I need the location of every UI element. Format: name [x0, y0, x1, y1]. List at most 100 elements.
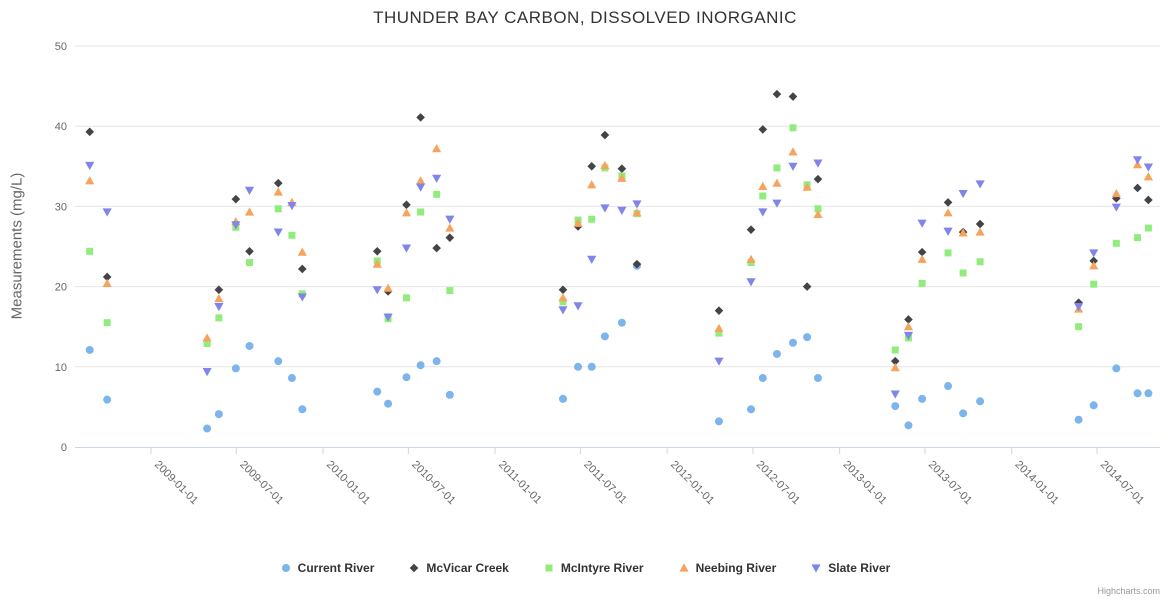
data-point-mcvicar-creek[interactable]: [632, 259, 642, 269]
data-point-mcvicar-creek[interactable]: [746, 225, 756, 234]
data-point-current-river[interactable]: [416, 361, 425, 370]
data-point-mcvicar-creek[interactable]: [402, 200, 411, 210]
data-point-slate-river[interactable]: [573, 302, 583, 311]
data-point-slate-river[interactable]: [587, 255, 597, 264]
data-point-current-river[interactable]: [231, 364, 240, 373]
data-point-mcvicar-creek[interactable]: [85, 127, 95, 137]
data-point-slate-river[interactable]: [758, 208, 768, 217]
data-point-slate-river[interactable]: [903, 331, 914, 341]
data-point-current-river[interactable]: [904, 421, 913, 430]
data-point-mcintyre-river[interactable]: [959, 269, 967, 277]
data-point-slate-river[interactable]: [202, 368, 212, 377]
data-point-slate-river[interactable]: [1089, 249, 1099, 258]
data-point-slate-river[interactable]: [416, 183, 426, 192]
highcharts-credit-link[interactable]: Highcharts.com: [1097, 586, 1160, 596]
data-point-current-river[interactable]: [203, 424, 212, 433]
data-point-neebing-river[interactable]: [788, 147, 798, 156]
data-point-mcintyre-river[interactable]: [288, 231, 296, 239]
data-point-neebing-river[interactable]: [943, 208, 953, 217]
legend-item-slate-river[interactable]: Slate River: [810, 561, 890, 575]
data-point-neebing-river[interactable]: [758, 181, 768, 190]
data-point-mcvicar-creek[interactable]: [813, 174, 823, 184]
data-point-mcintyre-river[interactable]: [1112, 239, 1120, 247]
data-point-slate-river[interactable]: [401, 244, 412, 253]
data-point-mcvicar-creek[interactable]: [102, 272, 112, 282]
data-point-neebing-river[interactable]: [85, 176, 95, 185]
data-point-mcvicar-creek[interactable]: [245, 247, 254, 256]
data-point-current-river[interactable]: [976, 397, 985, 406]
data-point-slate-river[interactable]: [432, 174, 442, 183]
data-point-slate-river[interactable]: [1074, 303, 1084, 312]
data-point-neebing-river[interactable]: [1143, 172, 1153, 181]
data-point-slate-river[interactable]: [975, 180, 985, 189]
data-point-current-river[interactable]: [714, 417, 723, 426]
data-point-current-river[interactable]: [944, 382, 953, 391]
data-point-slate-river[interactable]: [372, 286, 382, 295]
data-point-slate-river[interactable]: [617, 206, 627, 216]
data-point-mcintyre-river[interactable]: [759, 192, 767, 200]
data-point-neebing-river[interactable]: [975, 227, 985, 236]
data-point-slate-river[interactable]: [746, 278, 756, 287]
data-point-current-river[interactable]: [772, 349, 781, 358]
data-point-mcvicar-creek[interactable]: [788, 92, 798, 101]
data-point-current-river[interactable]: [788, 338, 797, 347]
data-point-slate-river[interactable]: [917, 219, 927, 228]
data-point-slate-river[interactable]: [714, 357, 724, 366]
data-point-mcvicar-creek[interactable]: [975, 219, 985, 229]
data-point-current-river[interactable]: [600, 332, 609, 341]
data-point-mcvicar-creek[interactable]: [445, 233, 455, 242]
data-point-neebing-river[interactable]: [890, 363, 900, 372]
data-point-mcvicar-creek[interactable]: [600, 130, 610, 140]
data-point-mcvicar-creek[interactable]: [917, 247, 927, 257]
data-point-neebing-river[interactable]: [297, 247, 307, 256]
data-point-mcintyre-river[interactable]: [1090, 280, 1098, 288]
data-point-current-river[interactable]: [432, 357, 441, 366]
data-point-current-river[interactable]: [813, 374, 822, 383]
data-point-mcintyre-river[interactable]: [1144, 224, 1152, 232]
data-point-current-river[interactable]: [214, 410, 223, 419]
data-point-mcvicar-creek[interactable]: [432, 243, 441, 253]
data-point-mcintyre-river[interactable]: [1134, 234, 1142, 242]
data-point-mcvicar-creek[interactable]: [558, 285, 568, 295]
data-point-mcvicar-creek[interactable]: [758, 125, 768, 134]
data-point-current-river[interactable]: [1112, 364, 1121, 373]
data-point-mcvicar-creek[interactable]: [943, 198, 953, 207]
data-point-mcintyre-river[interactable]: [446, 287, 454, 295]
data-point-slate-river[interactable]: [445, 215, 455, 224]
data-point-mcintyre-river[interactable]: [402, 294, 410, 302]
data-point-neebing-river[interactable]: [244, 207, 255, 216]
data-point-mcvicar-creek[interactable]: [1144, 195, 1153, 205]
data-point-slate-river[interactable]: [297, 293, 307, 302]
data-point-neebing-river[interactable]: [1111, 188, 1121, 198]
data-point-current-river[interactable]: [373, 387, 382, 396]
data-point-current-river[interactable]: [1089, 401, 1098, 410]
data-point-current-river[interactable]: [85, 345, 94, 354]
data-point-slate-river[interactable]: [1111, 203, 1121, 212]
data-point-neebing-river[interactable]: [772, 178, 782, 187]
data-point-neebing-river[interactable]: [416, 176, 426, 185]
data-point-mcintyre-river[interactable]: [944, 249, 952, 257]
data-point-slate-river[interactable]: [287, 201, 297, 211]
data-point-mcintyre-river[interactable]: [203, 340, 211, 348]
data-point-neebing-river[interactable]: [917, 254, 927, 263]
data-point-neebing-river[interactable]: [558, 293, 568, 302]
data-point-mcintyre-river[interactable]: [789, 124, 797, 132]
data-point-neebing-river[interactable]: [802, 182, 812, 191]
data-point-slate-river[interactable]: [943, 227, 953, 236]
data-point-slate-river[interactable]: [244, 186, 255, 195]
data-point-current-river[interactable]: [747, 405, 756, 414]
data-point-mcintyre-river[interactable]: [715, 329, 723, 337]
data-point-current-river[interactable]: [103, 395, 112, 404]
data-point-neebing-river[interactable]: [617, 173, 627, 182]
data-point-mcvicar-creek[interactable]: [1089, 256, 1099, 266]
data-point-current-river[interactable]: [287, 374, 296, 383]
data-point-current-river[interactable]: [959, 409, 968, 418]
data-point-current-river[interactable]: [587, 362, 596, 371]
data-point-mcvicar-creek[interactable]: [231, 194, 241, 204]
data-point-slate-river[interactable]: [231, 221, 241, 230]
data-point-current-river[interactable]: [1074, 415, 1083, 424]
data-point-mcvicar-creek[interactable]: [372, 247, 382, 256]
data-point-slate-river[interactable]: [890, 390, 900, 399]
data-point-slate-river[interactable]: [1143, 163, 1153, 172]
data-point-mcvicar-creek[interactable]: [714, 306, 724, 315]
